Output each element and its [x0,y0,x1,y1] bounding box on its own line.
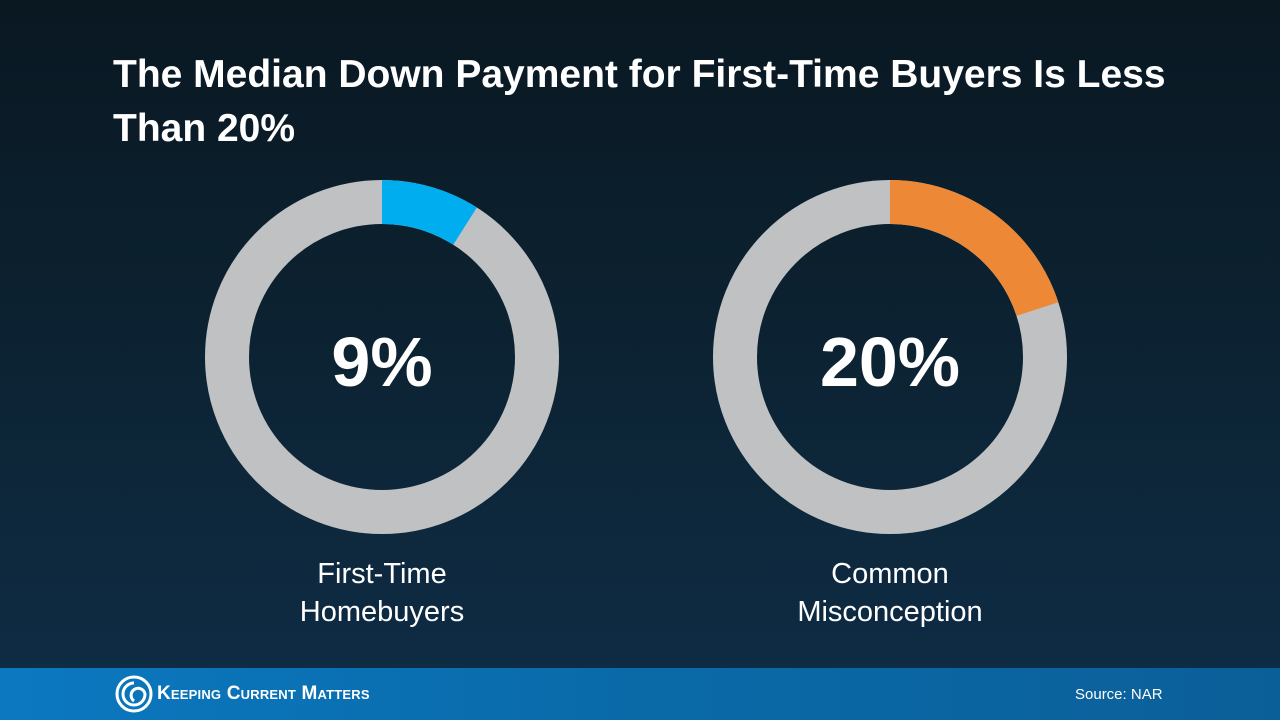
value-label: 20% [819,323,961,401]
title: The Median Down Payment for First-Time B… [113,53,1166,150]
category-label: First-Time Homebuyers [299,558,465,628]
donut-segment [381,180,477,246]
category-label: Common Misconception [797,558,983,628]
logo-icon [115,675,153,713]
source: Source: NAR [1075,686,1163,703]
logo-text: Keeping Current Matters [157,683,370,704]
donut-segment [889,180,1059,317]
value-label: 9% [331,323,433,401]
footer: Keeping Current Matters Source: NAR [0,668,1280,720]
